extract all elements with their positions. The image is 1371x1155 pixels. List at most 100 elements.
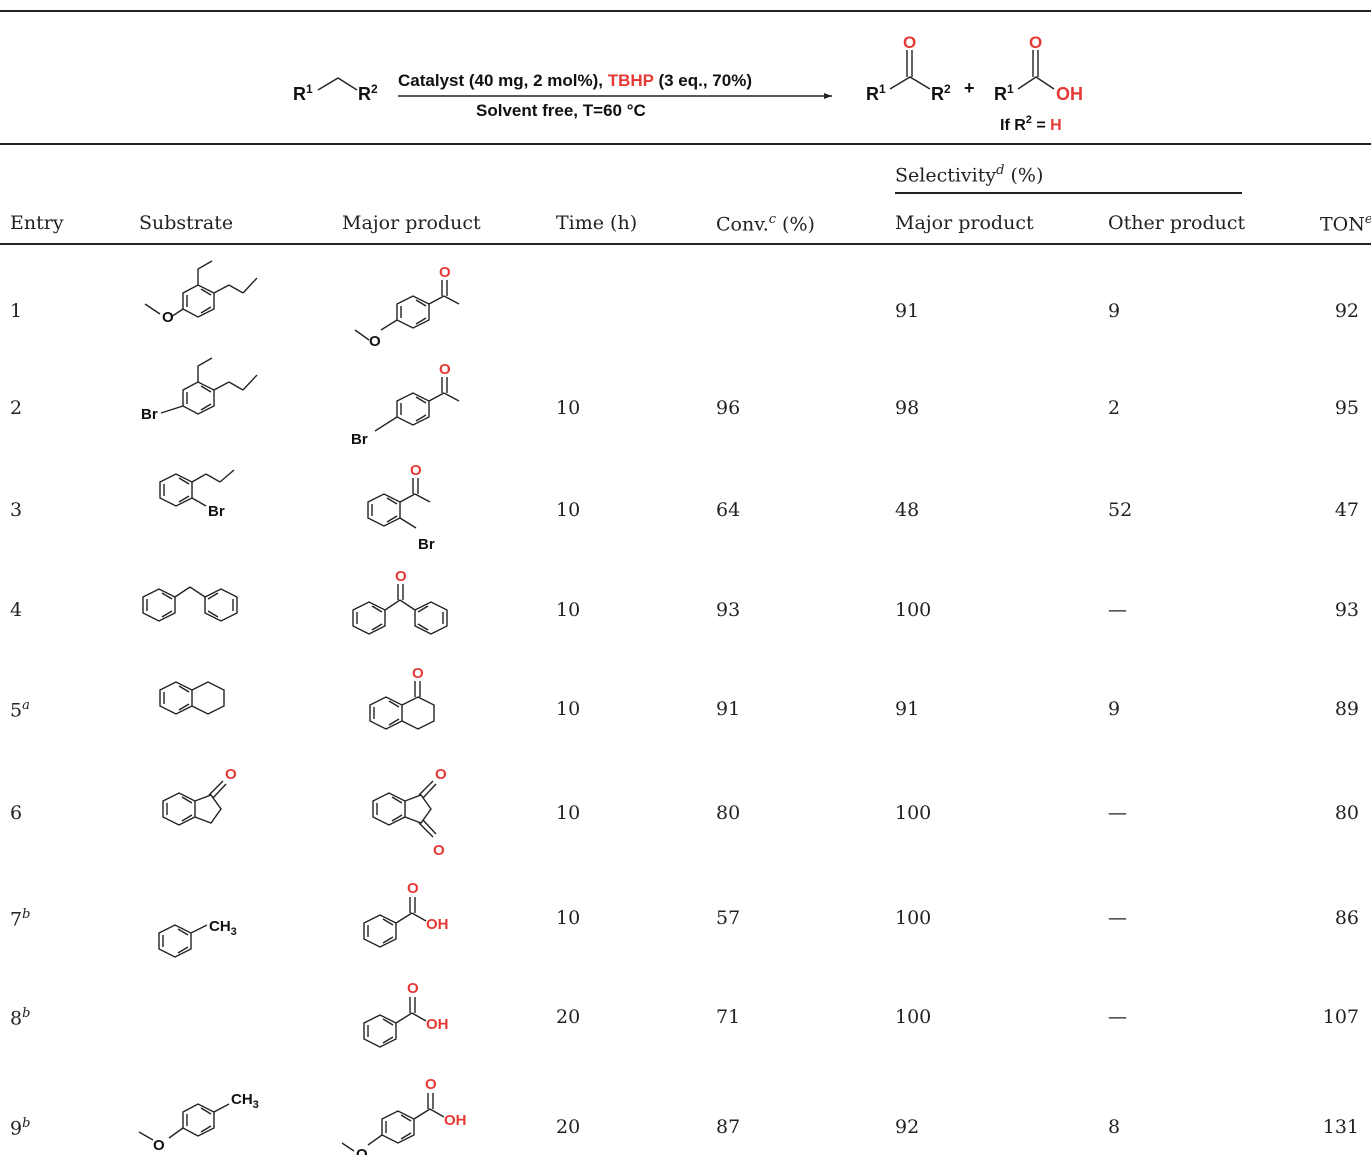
cell-ton: 86	[1334, 907, 1359, 929]
cell-entry: 2	[10, 397, 23, 419]
cell-selectivity-other: —	[1108, 907, 1127, 929]
cell-conversion: 80	[716, 802, 741, 824]
cell-selectivity-major: 91	[895, 300, 920, 322]
acid-r1: R1	[994, 82, 1014, 104]
svg-text:O: O	[412, 665, 424, 682]
svg-text:O: O	[439, 264, 451, 281]
cell-time: 10	[556, 397, 581, 419]
cell-entry: 8b	[10, 1006, 31, 1030]
scheme-bottom-rule	[0, 143, 1371, 145]
cell-selectivity-major: 100	[895, 907, 932, 929]
cell-entry: 4	[10, 599, 23, 621]
reactant-r1: R1	[293, 82, 313, 104]
cell-entry: 7b	[10, 907, 31, 931]
substrate-4-bromoethylbenzene: Br	[141, 357, 258, 423]
svg-text:OH: OH	[426, 1016, 449, 1033]
entry-footnote: b	[22, 907, 31, 922]
svg-text:O: O	[369, 333, 381, 350]
conditions-line2: Solvent free, T=60 °C	[476, 101, 646, 120]
cell-selectivity-major: 100	[895, 1006, 932, 1028]
conditions-line1: Catalyst (40 mg, 2 mol%), TBHP (3 eq., 7…	[398, 71, 752, 90]
cell-ton: 89	[1334, 698, 1359, 720]
cell-selectivity-major: 100	[895, 802, 932, 824]
product-4-bromoacetophenone: O Br	[351, 361, 460, 448]
cell-selectivity-major: 100	[895, 599, 932, 621]
cell-entry: 3	[10, 499, 23, 521]
cell-ton: 47	[1334, 499, 1359, 521]
product-2-bromoacetophenone: O Br	[367, 462, 435, 553]
substrate-toluene: CH3	[158, 918, 237, 958]
cell-ton: 80	[1334, 802, 1359, 824]
svg-text:O: O	[407, 880, 419, 897]
svg-text:OH: OH	[426, 916, 449, 933]
svg-text:Br: Br	[418, 536, 435, 553]
cell-conversion: 87	[716, 1116, 741, 1138]
cell-conversion: 91	[716, 698, 741, 720]
svg-text:OH: OH	[444, 1112, 467, 1129]
cell-conversion: 71	[716, 1006, 741, 1028]
svg-text:Br: Br	[351, 431, 368, 448]
ketone-r1: R1	[866, 82, 886, 104]
header-conversion: Conv.c (%)	[716, 212, 815, 236]
cell-ton: 92	[1334, 300, 1359, 322]
cell-selectivity-other: 9	[1108, 300, 1121, 322]
product-4-methoxyacetophenone: O O	[354, 264, 460, 350]
cell-selectivity-other: —	[1108, 599, 1127, 621]
svg-text:O: O	[395, 568, 407, 585]
svg-text:CH3: CH3	[209, 918, 237, 938]
header-time: Time (h)	[556, 212, 638, 234]
header-substrate: Substrate	[139, 212, 234, 234]
cell-time: 10	[556, 599, 581, 621]
cell-time: 10	[556, 698, 581, 720]
header-bottom-rule	[0, 243, 1371, 245]
cell-entry: 5a	[10, 698, 30, 722]
cell-ton: 95	[1334, 397, 1359, 419]
acid-oxygen: O	[1029, 33, 1042, 52]
substrate-4-methylanisole: CH3 O	[138, 1091, 259, 1154]
product-4-methoxybenzoic-acid: O OH O	[341, 1076, 467, 1155]
reaction-scheme: R1 R2 Catalyst (40 mg, 2 mol%), TBHP (3 …	[293, 33, 1083, 134]
cell-selectivity-major: 98	[895, 397, 920, 419]
substrate-4-ethylanisole: O	[144, 260, 258, 326]
svg-text:O: O	[425, 1076, 437, 1093]
svg-text:Br: Br	[208, 503, 225, 520]
cell-selectivity-other: 9	[1108, 698, 1121, 720]
top-rule	[0, 10, 1371, 12]
header-ton: TONe	[1320, 212, 1371, 236]
cell-time: 10	[556, 802, 581, 824]
selectivity-rule	[895, 192, 1242, 194]
header-selectivity-major: Major product	[895, 212, 1034, 234]
cell-selectivity-other: 52	[1108, 499, 1133, 521]
cell-selectivity-other: —	[1108, 802, 1127, 824]
cell-conversion: 96	[716, 397, 741, 419]
cell-entry: 9b	[10, 1116, 31, 1140]
cell-time: 10	[556, 499, 581, 521]
svg-text:O: O	[162, 309, 174, 326]
cell-ton: 107	[1322, 1006, 1359, 1028]
cell-time: 20	[556, 1006, 581, 1028]
substrate-indanone: O	[162, 766, 237, 826]
product-benzoic-acid-2: O OH	[363, 980, 449, 1048]
cell-time: 10	[556, 907, 581, 929]
cell-conversion: 57	[716, 907, 741, 929]
substrate-diphenylmethane	[142, 586, 238, 622]
svg-text:Br: Br	[141, 406, 158, 423]
svg-text:O: O	[225, 766, 237, 783]
header-entry: Entry	[10, 212, 64, 234]
cell-entry: 6	[10, 802, 23, 824]
cell-ton: 93	[1334, 599, 1359, 621]
svg-text:O: O	[410, 462, 422, 479]
reactant-r2: R2	[358, 82, 378, 104]
entry-footnote: b	[22, 1116, 31, 1131]
cell-time: 20	[556, 1116, 581, 1138]
product-tetralone: O	[369, 665, 435, 730]
header-selectivity: Selectivityd (%)	[895, 163, 1044, 187]
cell-selectivity-major: 91	[895, 698, 920, 720]
product-indanedione: O O	[372, 766, 447, 859]
entry-footnote: a	[22, 698, 30, 713]
plus-sign: +	[964, 78, 975, 98]
cell-selectivity-major: 48	[895, 499, 920, 521]
cell-conversion: 93	[716, 599, 741, 621]
svg-text:O: O	[356, 1146, 368, 1155]
cell-selectivity-other: 8	[1108, 1116, 1121, 1138]
